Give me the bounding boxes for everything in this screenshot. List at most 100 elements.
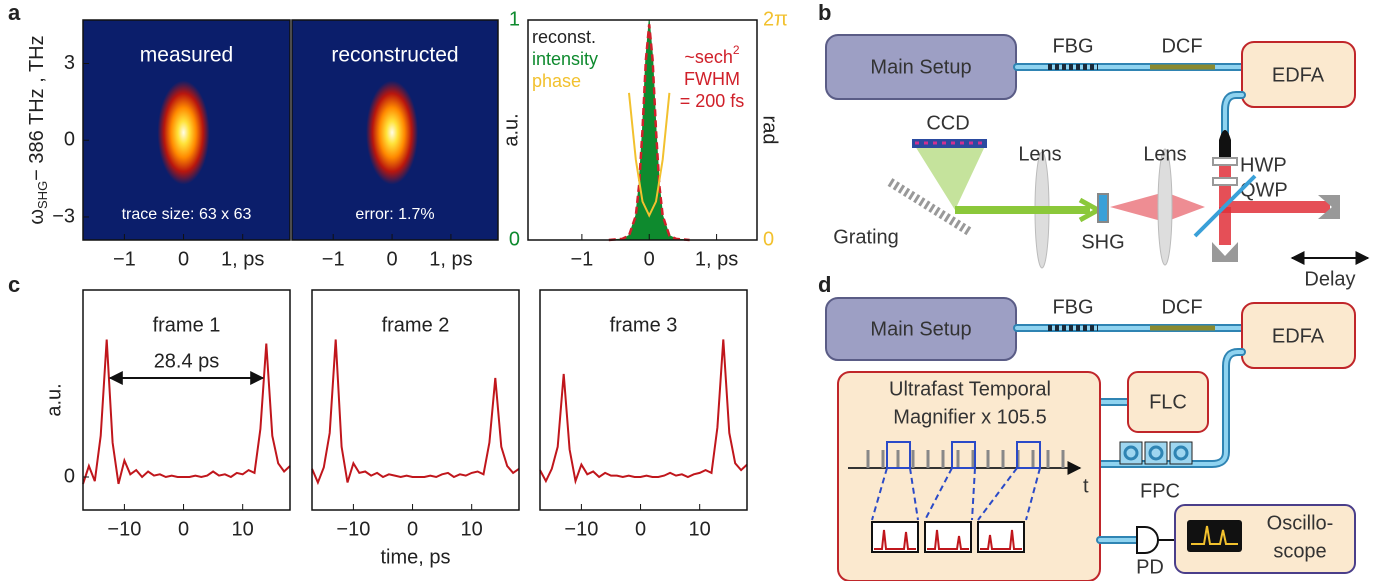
x-tick-label: −10 [336, 518, 370, 540]
ccd [912, 139, 987, 148]
label: Lens [1143, 143, 1186, 165]
annotation: ~sech2 [684, 43, 740, 67]
collimator [1219, 130, 1231, 160]
label: t [1083, 475, 1089, 497]
y-tick-label: 0 [509, 228, 520, 250]
label: CCD [926, 112, 969, 134]
chart-title: frame 1 [153, 314, 221, 336]
annotation: = 200 fs [680, 91, 745, 111]
label: PD [1136, 556, 1164, 578]
y-axis-label: − 386 THz , THz [26, 35, 48, 180]
panel-label: b [818, 0, 831, 25]
y-axis-label: a.u. [500, 113, 522, 146]
line [312, 340, 519, 483]
x-tick-label: 0 [178, 518, 189, 540]
x-tick-label: −1 [322, 248, 345, 270]
chart: frame 2 −10 0 10 time, ps [312, 290, 519, 568]
fpc [1120, 442, 1192, 464]
x-tick-label: 10 [689, 518, 711, 540]
annotation: trace size: 63 x 63 [122, 206, 252, 223]
area [609, 20, 690, 240]
y-tick-label: 3 [64, 52, 75, 74]
chart-title: measured [140, 44, 233, 67]
x-axis-label: time, ps [380, 546, 450, 568]
y-tick-label: 1 [509, 8, 520, 30]
chart: measured trace size: 63 x 63 −1 0 1, ps 3 0 −3 [52, 20, 290, 270]
x-tick-label: 0 [386, 248, 397, 270]
legend-entry: intensity [532, 49, 598, 69]
label: Main Setup [870, 318, 971, 340]
label: Main Setup [870, 56, 971, 78]
legend-title: reconst. [532, 27, 596, 47]
photodiode [1137, 527, 1158, 553]
x-tick-label: −10 [107, 518, 141, 540]
label: Magnifier x 105.5 [893, 406, 1046, 428]
x-tick-label: 1, ps [695, 248, 738, 270]
figure: a b c d Main Setup FBG DCF EDFA HWP QWP … [0, 0, 1379, 581]
label: FPC [1140, 480, 1180, 502]
x-tick-label: −1 [113, 248, 136, 270]
line [540, 340, 747, 482]
x-tick-label: 10 [232, 518, 254, 540]
beam [915, 146, 985, 210]
y2-tick-label: 2π [763, 8, 788, 30]
label: Grating [833, 226, 899, 248]
label: HWP [1240, 154, 1287, 176]
chart-title: reconstructed [331, 44, 458, 67]
crystal [1098, 194, 1108, 222]
label: SHG [1081, 231, 1124, 253]
y-tick-label: 0 [64, 465, 75, 487]
y-axis-label: a.u. [43, 383, 65, 416]
y-axis-label: SHG [35, 181, 50, 209]
x-tick-label: 0 [178, 248, 189, 270]
chart-title: frame 3 [610, 314, 678, 336]
annotation: 2 [733, 43, 740, 57]
annotation: 28.4 ps [154, 350, 220, 372]
magnified-frames [872, 522, 1024, 552]
legend-entry: phase [532, 71, 581, 91]
x-tick-label: −10 [564, 518, 598, 540]
label: Lens [1018, 143, 1061, 165]
annotation: FWHM [684, 69, 740, 89]
chart: frame 1 28.4 ps −10 0 10 0 a.u. [43, 290, 290, 540]
waveplate [1213, 158, 1237, 165]
setup-diagram: Main Setup FBG DCF EDFA HWP QWP Delay Le… [826, 35, 1368, 290]
label: FBG [1052, 35, 1093, 57]
y-axis-label: ωSHG− 386 THz , THz [26, 35, 50, 224]
panel-label: c [8, 272, 20, 297]
y-tick-label: 0 [64, 129, 75, 151]
label: FBG [1052, 296, 1093, 318]
y2-tick-label: 0 [763, 228, 774, 250]
label: EDFA [1272, 325, 1325, 347]
waveplate [1213, 178, 1237, 185]
x-tick-label: 0 [407, 518, 418, 540]
x-tick-label: 10 [461, 518, 483, 540]
chart-title: frame 2 [382, 314, 450, 336]
setup-diagram: Main Setup FBG DCF EDFA FPC FLC Ultrafas… [826, 296, 1355, 581]
annotation: ~sech [684, 47, 733, 67]
label: Oscillo- [1267, 512, 1334, 534]
panel-label: a [8, 0, 21, 25]
label: DCF [1161, 296, 1202, 318]
x-tick-label: 0 [644, 248, 655, 270]
panel-label: d [818, 272, 831, 297]
label: scope [1273, 540, 1326, 562]
y-tick-label: −3 [52, 205, 75, 227]
x-tick-label: 1, ps [221, 248, 264, 270]
label: DCF [1161, 35, 1202, 57]
y-axis-label: ω [26, 209, 48, 225]
x-tick-label: −1 [570, 248, 593, 270]
y2-axis-label: rad [759, 116, 781, 145]
lens [1158, 149, 1172, 265]
x-tick-label: 1, ps [429, 248, 472, 270]
label: Ultrafast Temporal [889, 378, 1051, 400]
label: FLC [1149, 391, 1187, 413]
intensity-spot [158, 81, 210, 185]
label: Delay [1304, 268, 1355, 290]
intensity-spot [366, 81, 418, 185]
screen [1187, 520, 1242, 552]
label: EDFA [1272, 64, 1325, 86]
chart: reconst.intensityphase~sech2FWHM= 200 fs… [500, 8, 788, 270]
